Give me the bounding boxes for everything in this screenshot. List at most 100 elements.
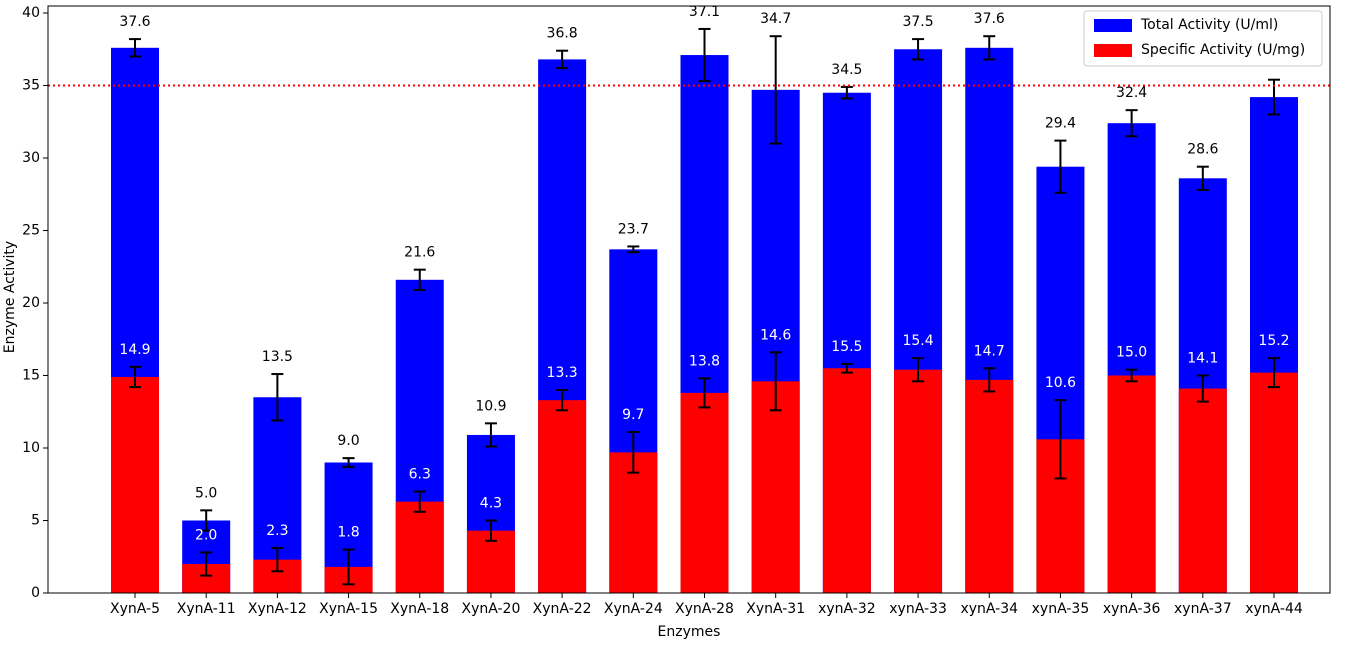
- x-tick-label: xynA-32: [818, 601, 876, 617]
- legend-swatch: [1094, 19, 1132, 32]
- legend-label: Total Activity (U/ml): [1140, 17, 1278, 33]
- error-bar: [1196, 374, 1209, 403]
- error-bar: [627, 431, 640, 474]
- bar: [1107, 375, 1156, 593]
- error-bar: [342, 548, 355, 586]
- bar: [538, 400, 587, 593]
- data-label: 14.6: [760, 327, 791, 343]
- data-label: 34.5: [831, 62, 862, 78]
- error-bar: [413, 490, 426, 513]
- bar: [609, 452, 658, 593]
- error-bar: [1125, 109, 1138, 138]
- data-label: 21.6: [404, 245, 435, 261]
- x-tick-label: XynA-22: [533, 601, 592, 617]
- error-bar: [698, 27, 711, 83]
- bar: [1178, 388, 1227, 593]
- data-label: 10.6: [1045, 375, 1076, 391]
- data-label: 2.0: [195, 527, 217, 543]
- error-bar: [840, 85, 853, 100]
- data-label: 9.7: [622, 407, 644, 423]
- bar: [965, 379, 1014, 593]
- y-tick-label: 40: [22, 5, 40, 21]
- bar: [395, 501, 444, 593]
- legend-box: [1083, 10, 1323, 67]
- legend-swatch: [1094, 44, 1132, 57]
- error-bar: [769, 35, 782, 145]
- data-label: 36.8: [547, 26, 578, 42]
- data-label: 10.9: [475, 398, 506, 414]
- error-bar: [129, 38, 141, 58]
- data-label: 4.3: [480, 496, 502, 512]
- bar: [680, 392, 729, 593]
- data-label: 37.5: [902, 14, 933, 30]
- data-label: 14.7: [974, 343, 1005, 359]
- error-bar: [698, 377, 711, 409]
- y-tick-label: 30: [22, 150, 40, 166]
- x-tick-label: xynA-44: [1245, 601, 1303, 617]
- y-axis-label: Enzyme Activity: [2, 241, 18, 353]
- data-label: 15.5: [831, 339, 862, 355]
- error-bar: [1125, 368, 1138, 383]
- data-label: 32.4: [1116, 85, 1147, 101]
- y-tick-label: 5: [31, 513, 40, 529]
- y-tick-label: 25: [22, 223, 40, 239]
- data-label: 15.4: [902, 333, 933, 349]
- data-label: 5.0: [195, 485, 217, 501]
- y-tick-label: 20: [22, 295, 40, 311]
- x-tick-label: XynA-28: [675, 601, 734, 617]
- x-tick-label: xynA-36: [1103, 601, 1161, 617]
- x-tick-label: XynA-12: [248, 601, 307, 617]
- error-bar: [556, 49, 569, 70]
- error-bar: [769, 351, 782, 412]
- error-bar: [129, 365, 141, 389]
- x-tick-label: XynA-20: [461, 601, 520, 617]
- x-tick-label: XynA-5: [110, 601, 160, 617]
- bar: [894, 369, 943, 593]
- y-tick-label: 10: [22, 440, 40, 456]
- error-bar: [342, 457, 355, 468]
- data-label: 1.8: [337, 525, 359, 541]
- data-label: 14.9: [119, 342, 150, 358]
- data-label: 14.1: [1187, 351, 1218, 367]
- x-tick-label: XynA-31: [746, 601, 805, 617]
- error-bar: [912, 357, 925, 383]
- bar: [751, 381, 800, 593]
- error-bar: [983, 35, 996, 61]
- bar: [111, 376, 159, 593]
- error-bar: [200, 551, 213, 577]
- data-label: 2.3: [266, 523, 288, 539]
- x-axis-label: Enzymes: [658, 624, 721, 640]
- error-bar: [271, 547, 284, 573]
- data-label: 28.6: [1187, 142, 1218, 158]
- data-label: 34.7: [760, 11, 791, 27]
- error-bar: [983, 367, 996, 393]
- error-bar: [912, 38, 925, 61]
- bar: [1250, 372, 1298, 593]
- x-tick-label: XynA-24: [604, 601, 663, 617]
- plot-frame: [47, 5, 1331, 594]
- error-bar: [840, 362, 853, 374]
- x-tick-label: xynA-33: [889, 601, 947, 617]
- error-bar: [484, 422, 497, 448]
- legend-label: Specific Activity (U/mg): [1141, 42, 1305, 58]
- error-bar: [556, 389, 569, 412]
- error-bar: [1054, 139, 1067, 194]
- data-label: 15.2: [1258, 333, 1289, 349]
- x-tick-label: XynA-15: [319, 601, 378, 617]
- x-tick-label: XynA-18: [390, 601, 449, 617]
- error-bar: [413, 268, 426, 291]
- data-label: 37.6: [974, 11, 1005, 27]
- error-bar: [484, 519, 497, 542]
- data-label: 23.7: [618, 221, 649, 237]
- y-tick-label: 35: [22, 78, 40, 94]
- data-label: 15.0: [1116, 345, 1147, 361]
- x-tick-label: xynA-35: [1032, 601, 1090, 617]
- x-tick-label: XynA-11: [177, 601, 236, 617]
- data-label: 9.0: [337, 433, 359, 449]
- error-bar: [627, 245, 640, 254]
- x-tick-label: xynA-37: [1174, 601, 1232, 617]
- y-tick-label: 0: [31, 585, 40, 601]
- data-label: 13.8: [689, 353, 720, 369]
- x-tick-label: xynA-34: [960, 601, 1018, 617]
